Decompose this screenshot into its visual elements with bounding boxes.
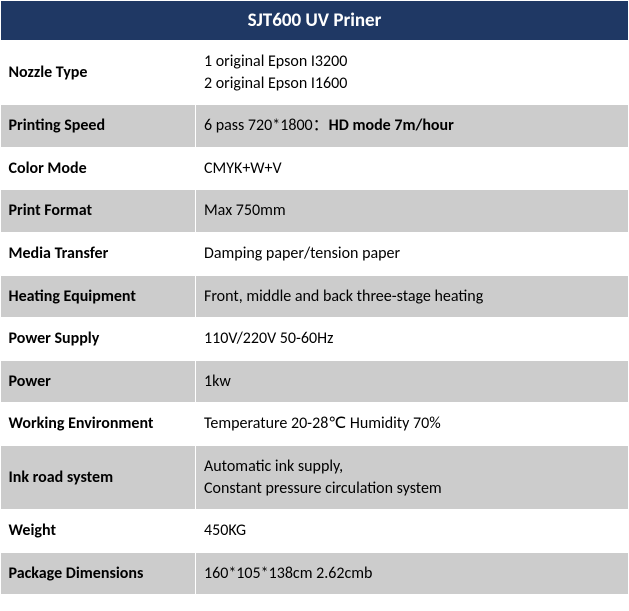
row-media-transfer: Media Transfer Damping paper/tension pap… bbox=[1, 232, 629, 275]
value-printing-speed: 6 pass 720*1800：HD mode 7m/hour bbox=[196, 105, 629, 148]
label-weight: Weight bbox=[1, 510, 196, 553]
label-ink-road-system: Ink road system bbox=[1, 445, 196, 509]
label-heating-equipment: Heating Equipment bbox=[1, 275, 196, 318]
row-nozzle-type: Nozzle Type 1 original Epson I3200 2 ori… bbox=[1, 41, 629, 105]
value-nozzle-type-line1: 1 original Epson I3200 bbox=[204, 52, 347, 71]
label-power: Power bbox=[1, 360, 196, 403]
row-printing-speed: Printing Speed 6 pass 720*1800：HD mode 7… bbox=[1, 105, 629, 148]
spec-table: SJT600 UV Priner Nozzle Type 1 original … bbox=[0, 0, 629, 595]
row-print-format: Print Format Max 750mm bbox=[1, 190, 629, 233]
label-package-dimensions: Package Dimensions bbox=[1, 552, 196, 595]
row-ink-road-system: Ink road system Automatic ink supply, Co… bbox=[1, 445, 629, 509]
row-color-mode: Color Mode CMYK+W+V bbox=[1, 147, 629, 190]
value-working-environment: Temperature 20-28℃ Humidity 70% bbox=[196, 403, 629, 446]
table-title: SJT600 UV Priner bbox=[1, 1, 629, 41]
value-printing-speed-prefix: 6 pass 720*1800： bbox=[204, 116, 329, 135]
row-heating-equipment: Heating Equipment Front, middle and back… bbox=[1, 275, 629, 318]
value-nozzle-type: 1 original Epson I3200 2 original Epson … bbox=[196, 41, 629, 105]
label-media-transfer: Media Transfer bbox=[1, 232, 196, 275]
value-power: 1kw bbox=[196, 360, 629, 403]
label-print-format: Print Format bbox=[1, 190, 196, 233]
row-power: Power 1kw bbox=[1, 360, 629, 403]
value-ink-road-system-line1: Automatic ink supply, bbox=[204, 457, 343, 476]
value-package-dimensions: 160*105*138cm 2.62cmb bbox=[196, 552, 629, 595]
value-media-transfer: Damping paper/tension paper bbox=[196, 232, 629, 275]
row-package-dimensions: Package Dimensions 160*105*138cm 2.62cmb bbox=[1, 552, 629, 595]
row-weight: Weight 450KG bbox=[1, 510, 629, 553]
header-row: SJT600 UV Priner bbox=[1, 1, 629, 41]
label-color-mode: Color Mode bbox=[1, 147, 196, 190]
value-heating-equipment: Front, middle and back three-stage heati… bbox=[196, 275, 629, 318]
label-power-supply: Power Supply bbox=[1, 318, 196, 361]
label-printing-speed: Printing Speed bbox=[1, 105, 196, 148]
value-ink-road-system-line2: Constant pressure circulation system bbox=[204, 479, 442, 498]
value-color-mode: CMYK+W+V bbox=[196, 147, 629, 190]
value-weight: 450KG bbox=[196, 510, 629, 553]
value-ink-road-system: Automatic ink supply, Constant pressure … bbox=[196, 445, 629, 509]
value-printing-speed-bold: HD mode 7m/hour bbox=[329, 116, 454, 135]
value-print-format: Max 750mm bbox=[196, 190, 629, 233]
row-working-environment: Working Environment Temperature 20-28℃ H… bbox=[1, 403, 629, 446]
row-power-supply: Power Supply 110V/220V 50-60Hz bbox=[1, 318, 629, 361]
label-nozzle-type: Nozzle Type bbox=[1, 41, 196, 105]
label-working-environment: Working Environment bbox=[1, 403, 196, 446]
value-power-supply: 110V/220V 50-60Hz bbox=[196, 318, 629, 361]
value-nozzle-type-line2: 2 original Epson I1600 bbox=[204, 74, 347, 93]
